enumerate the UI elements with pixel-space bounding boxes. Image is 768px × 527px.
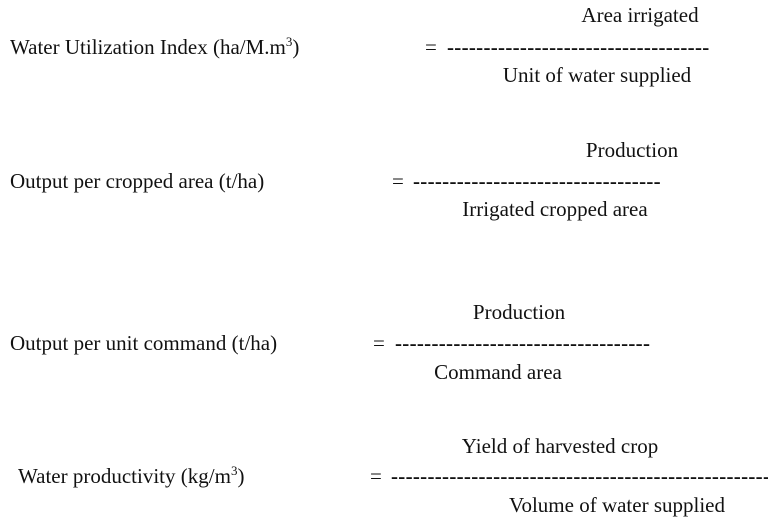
- fraction-bar: ----------------------------------------…: [391, 464, 768, 488]
- label-text: Water productivity (kg/m: [18, 464, 231, 488]
- denominator: Unit of water supplied: [502, 63, 692, 87]
- fraction-bar: ------------------------------------: [447, 35, 710, 59]
- label-text: Water Utilization Index (ha/M.m: [10, 35, 286, 59]
- numerator: Yield of harvested crop: [461, 434, 659, 458]
- denominator: Irrigated cropped area: [462, 197, 648, 221]
- equals-sign: =: [392, 169, 404, 193]
- equals-sign: =: [373, 331, 385, 355]
- superscript: 3: [285, 34, 293, 49]
- equals-sign: =: [370, 464, 382, 488]
- numerator: Production: [585, 138, 679, 162]
- superscript: 3: [230, 463, 238, 478]
- formula-label: Output per cropped area (t/ha): [10, 169, 265, 193]
- formula-label: Water productivity (kg/m3): [18, 464, 244, 488]
- numerator: Area irrigated: [581, 3, 699, 27]
- denominator: Command area: [434, 360, 562, 384]
- fraction-bar: ----------------------------------: [413, 169, 661, 193]
- equals-sign: =: [425, 35, 437, 59]
- numerator: Production: [472, 300, 566, 324]
- fraction-bar: -----------------------------------: [395, 331, 651, 355]
- formula-label: Output per unit command (t/ha): [10, 331, 278, 355]
- label-text: ): [237, 464, 245, 488]
- denominator: Volume of water supplied: [509, 493, 725, 517]
- label-text: ): [292, 35, 300, 59]
- formula-label: Water Utilization Index (ha/M.m3): [10, 35, 299, 59]
